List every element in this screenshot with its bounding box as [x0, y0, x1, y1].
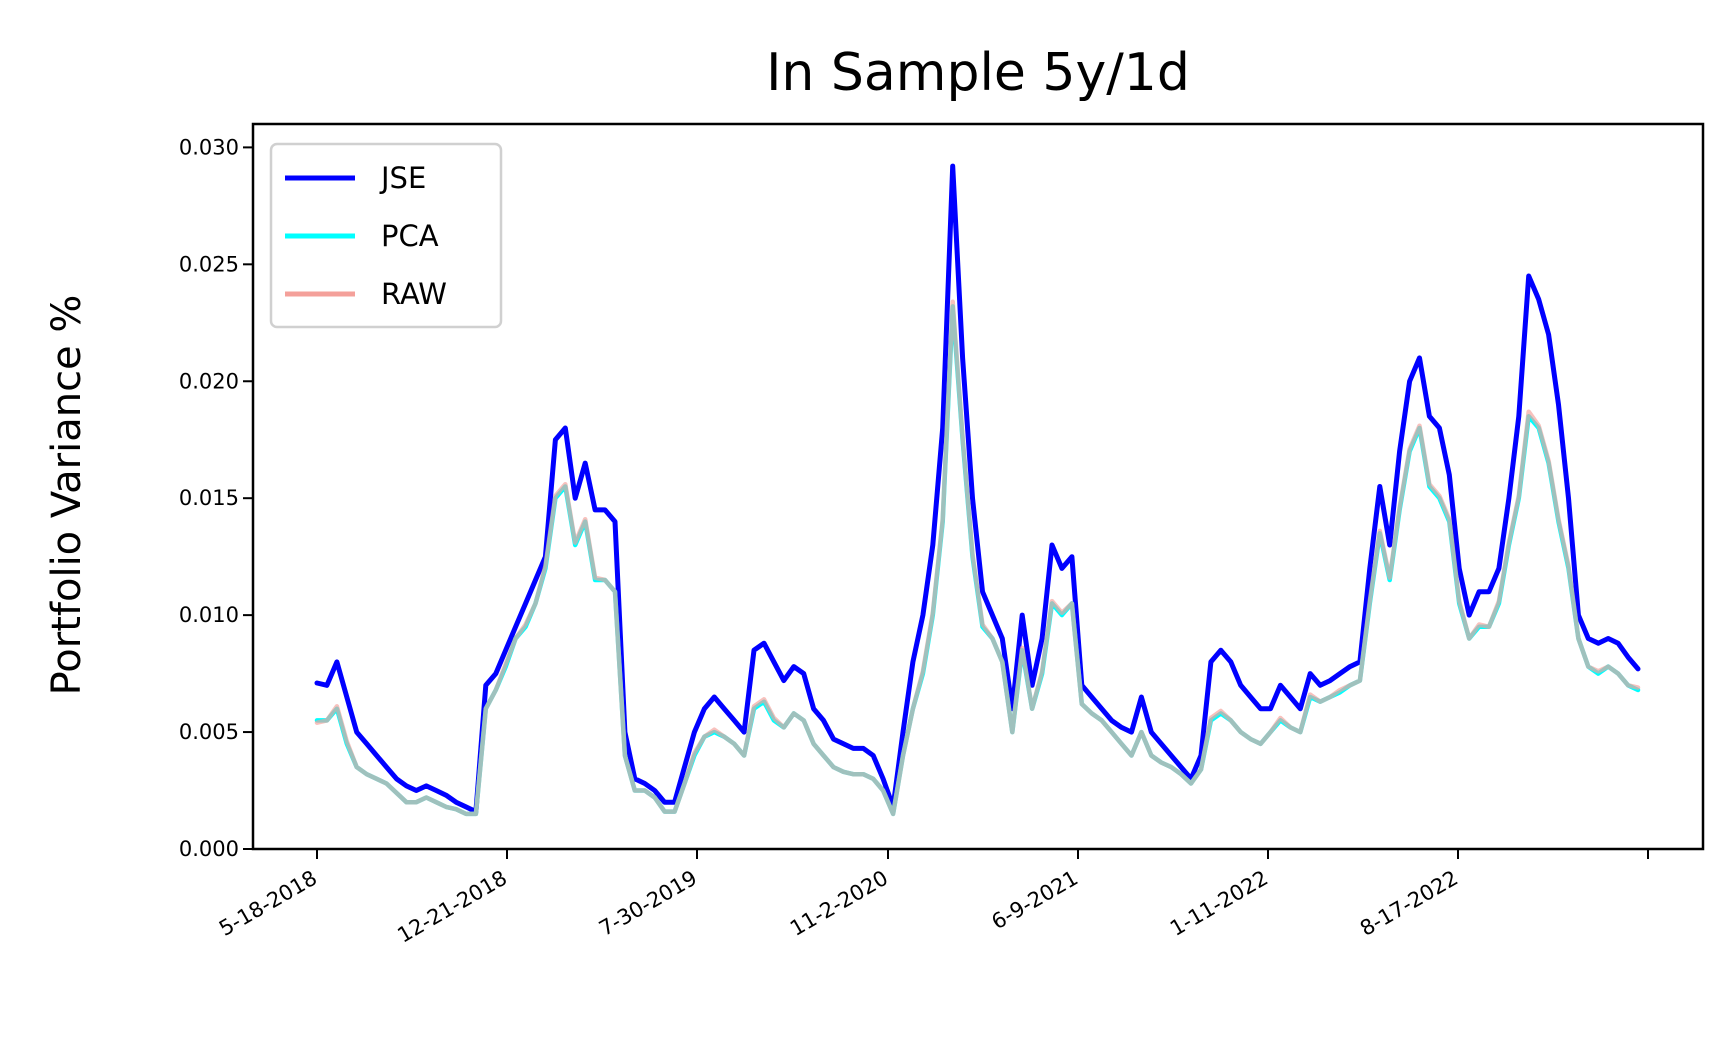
x-tick-label: 6-9-2021: [988, 866, 1083, 934]
y-tick-label: 0.015: [179, 486, 239, 510]
legend-label-jse: JSE: [379, 161, 426, 195]
y-tick-label: 0.030: [179, 135, 239, 159]
legend-label-raw: RAW: [381, 277, 447, 311]
chart-title: In Sample 5y/1d: [766, 43, 1190, 103]
x-tick-label: 11-2-2020: [786, 866, 892, 941]
y-axis-label: Portfolio Variance %: [44, 295, 90, 696]
x-tick-label: 7-30-2019: [595, 866, 701, 941]
legend-label-pca: PCA: [381, 219, 439, 253]
legend-box: [269, 142, 503, 329]
y-tick-label: 0.005: [179, 720, 239, 744]
x-tick-label: 1-11-2022: [1166, 866, 1272, 941]
legend: JSE PCA RAW: [269, 142, 503, 329]
series-line-raw: [314, 299, 1641, 817]
plot-frame: [251, 122, 1705, 851]
x-tick-label: 8-17-2022: [1356, 866, 1462, 941]
y-tick-label: 0.020: [179, 369, 239, 393]
series-line-jse: [314, 163, 1641, 815]
x-tick-label: 12-21-2018: [393, 866, 511, 948]
y-tick-label: 0.025: [179, 252, 239, 276]
y-tick-label: 0.010: [179, 603, 239, 627]
series-layer: [314, 163, 1641, 817]
y-tick-label: 0.000: [179, 837, 239, 861]
x-tick-label: 5-18-2018: [215, 866, 321, 941]
